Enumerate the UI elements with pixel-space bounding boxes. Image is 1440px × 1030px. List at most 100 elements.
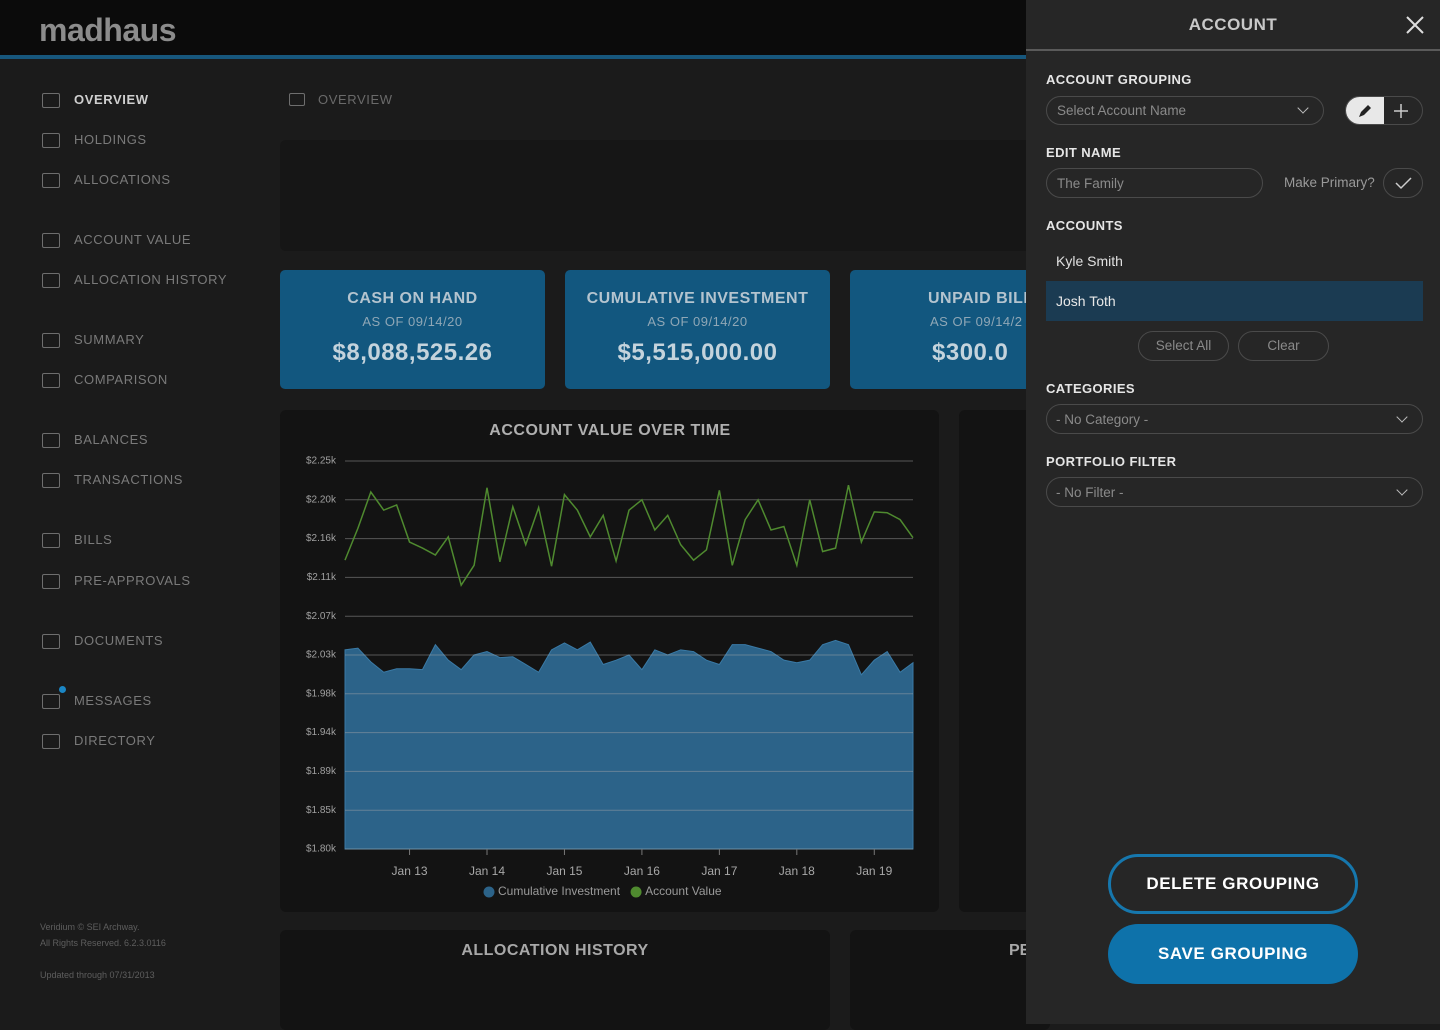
footer-text: Updated through 07/31/2013 [40, 970, 155, 980]
account-drawer [1026, 0, 1440, 1024]
y-tick-label: $2.07k [306, 611, 337, 622]
nav-icon [42, 734, 60, 749]
x-tick-label: Jan 19 [856, 864, 892, 878]
account-row-selected[interactable]: Josh Toth [1046, 281, 1423, 321]
make-primary-checkbox[interactable] [1383, 168, 1423, 198]
nav-item[interactable]: COMPARISON [74, 372, 168, 387]
nav-icon [42, 574, 60, 589]
section-label: ACCOUNTS [1046, 218, 1123, 233]
select-value: - No Category - [1056, 412, 1149, 427]
card-subtitle: AS OF 09/14/20 [647, 314, 748, 329]
legend-label[interactable]: Account Value [645, 884, 722, 898]
nav-item[interactable]: OVERVIEW [74, 92, 149, 107]
nav-icon [42, 273, 60, 288]
close-button[interactable] [1405, 15, 1425, 35]
line [344, 484, 914, 587]
chevron [1396, 484, 1408, 496]
y-tick-label: $1.94k [306, 727, 337, 738]
select-all-button[interactable]: Select All [1138, 331, 1229, 361]
x-tick-label: Jan 16 [624, 864, 660, 878]
input-value: The Family [1057, 176, 1124, 191]
account-select[interactable]: Select Account Name [1046, 96, 1324, 125]
nav-item[interactable]: TRANSACTIONS [74, 472, 184, 487]
y-tick-label: $1.89k [306, 766, 337, 777]
panel: ALLOCATION HISTORY [280, 930, 830, 1030]
y-tick-label: $2.16k [306, 533, 337, 544]
x-tick-label: Jan 14 [469, 864, 505, 878]
section-label: CATEGORIES [1046, 381, 1135, 396]
nav-item[interactable]: SUMMARY [74, 332, 145, 347]
nav-item[interactable]: DIRECTORY [74, 733, 156, 748]
x-tick-label: Jan 13 [392, 864, 428, 878]
y-tick-label: $1.80k [306, 844, 337, 855]
nav-icon [42, 373, 60, 388]
y-tick-label: $2.25k [306, 456, 337, 467]
x-tick-label: Jan 15 [546, 864, 582, 878]
chevron [1396, 411, 1408, 423]
card-title: CUMULATIVE INVESTMENT [586, 290, 809, 307]
nav-item[interactable]: MESSAGES [74, 693, 152, 708]
card-value: $5,515,000.00 [617, 339, 778, 366]
drawer-title: ACCOUNT [1188, 15, 1278, 34]
nav-item[interactable]: ACCOUNT VALUE [74, 232, 192, 247]
nav-item[interactable]: BILLS [74, 532, 113, 547]
nav-icon [42, 93, 60, 108]
card-value: $300.0 [932, 339, 1009, 366]
button-label: Select All [1155, 338, 1212, 353]
nav-icon [42, 433, 60, 448]
save-grouping-button[interactable]: SAVE GROUPING [1108, 924, 1358, 984]
nav-icon [42, 173, 60, 188]
make-primary-label: Make Primary? [1284, 175, 1375, 190]
account-name: Kyle Smith [1056, 253, 1123, 269]
panel: PE [850, 930, 1050, 1030]
nav-item[interactable]: DOCUMENTS [74, 633, 164, 648]
legend-label[interactable]: Cumulative Investment [498, 884, 621, 898]
chart-panel: ACCOUNT VALUE OVER TIME $1.80k $1.85k $1.8… [280, 410, 939, 912]
area [344, 639, 914, 850]
account-name: Josh Toth [1056, 293, 1116, 309]
y-tick-label: $1.85k [306, 805, 337, 816]
clear-button[interactable]: Clear [1238, 331, 1329, 361]
nav-item[interactable]: ALLOCATION HISTORY [74, 272, 228, 287]
portfolio-select[interactable]: - No Filter - [1046, 477, 1423, 507]
edit-add-toggle [1345, 96, 1423, 125]
category-select[interactable]: - No Category - [1046, 404, 1423, 434]
panel-title: PE [1009, 942, 1031, 959]
nav-item[interactable]: HOLDINGS [74, 132, 147, 147]
nav-icon [42, 634, 60, 649]
nav-icon [42, 133, 60, 148]
account-row[interactable]: Kyle Smith [1046, 243, 1422, 280]
y-tick-label: $2.11k [307, 572, 337, 583]
edit-button[interactable] [1346, 97, 1384, 124]
nav-item[interactable]: ALLOCATIONS [74, 172, 171, 187]
chart-title: ACCOUNT VALUE OVER TIME [489, 422, 730, 439]
name-input[interactable]: The Family [1046, 168, 1263, 198]
nav-icon [42, 233, 60, 248]
nav-icon [42, 694, 60, 709]
card-value: $8,088,525.26 [332, 339, 493, 366]
card-title: CASH ON HAND [347, 290, 478, 307]
nav-icon [42, 473, 60, 488]
legend-marker [630, 886, 642, 898]
nav-icon [42, 333, 60, 348]
section-label: PORTFOLIO FILTER [1046, 454, 1177, 469]
y-tick-label: $1.98k [306, 688, 337, 699]
button-label: Clear [1267, 338, 1300, 353]
add-button[interactable] [1393, 103, 1409, 119]
x-tick-label: Jan 18 [779, 864, 815, 878]
breadcrumb-icon [289, 93, 305, 106]
y-tick-label: $2.20k [306, 494, 337, 505]
select-placeholder: Select Account Name [1057, 103, 1187, 118]
delete-grouping-button[interactable]: DELETE GROUPING [1108, 854, 1358, 914]
nav-item[interactable]: PRE-APPROVALS [74, 573, 191, 588]
section-label: EDIT NAME [1046, 145, 1122, 160]
legend-marker [483, 886, 495, 898]
chevron [1297, 102, 1309, 114]
footer-text: All Rights Reserved. 6.2.3.0116 [40, 938, 166, 948]
card-title: UNPAID BILL [928, 290, 1034, 307]
section-label: ACCOUNT GROUPING [1046, 72, 1192, 87]
logo[interactable]: madhaus [39, 12, 176, 48]
stat-card[interactable]: CASH ON HAND AS OF 09/14/20 $8,088,525.2… [280, 270, 545, 389]
stat-card[interactable]: CUMULATIVE INVESTMENT AS OF 09/14/20 $5,… [565, 270, 830, 389]
nav-item[interactable]: BALANCES [74, 432, 149, 447]
